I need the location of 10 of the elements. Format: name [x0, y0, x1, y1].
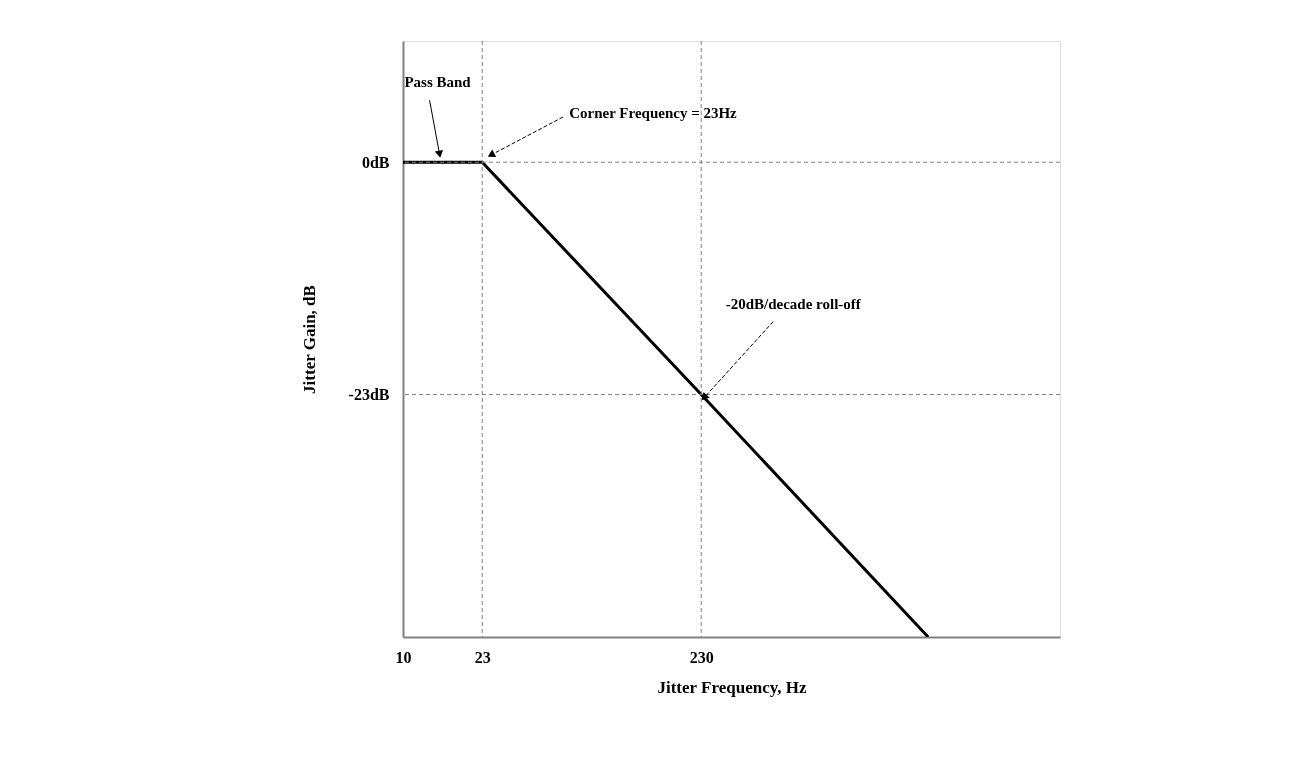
y-tick-label: -23dB	[348, 386, 390, 404]
x-tick-label: 230	[689, 648, 714, 666]
annotation: Pass Band	[404, 74, 472, 91]
x-tick-label: 23	[474, 648, 491, 666]
x-axis-title: Jitter Frequency, Hz	[657, 677, 807, 697]
annotation: Corner Frequency = 23Hz	[569, 105, 738, 121]
y-tick-label: 0dB	[361, 153, 390, 171]
y-axis-title: Jitter Gain, dB	[299, 285, 319, 394]
x-tick-label: 10	[395, 648, 412, 666]
annotation: -20dB/decade roll-off	[725, 295, 862, 312]
